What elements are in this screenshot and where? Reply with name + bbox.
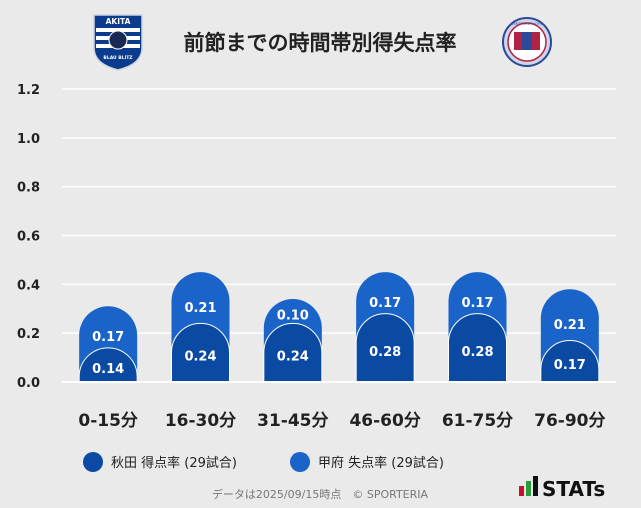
data-label-akita: 0.24 xyxy=(184,350,216,365)
bars: 0.17 0.14 0.21 0.24 0.10 0.24 0.17 0.28 0.17 0.28… xyxy=(62,272,616,383)
akita-logo-bottom-text: BLAU BLITZ xyxy=(103,55,133,61)
x-tick-label: 61-75分 xyxy=(442,411,513,431)
y-tick-label: 0.0 xyxy=(17,376,40,391)
data-label-akita: 0.14 xyxy=(92,362,124,377)
data-label-kofu: 0.21 xyxy=(184,301,216,316)
akita-logo: AKITA BLAU BLITZ xyxy=(93,14,143,71)
x-tick-label: 76-90分 xyxy=(534,411,605,431)
y-tick-label: 0.6 xyxy=(17,230,40,245)
data-label-kofu: 0.17 xyxy=(461,296,493,311)
stats-brand: STATs xyxy=(519,476,605,501)
data-label-akita: 0.28 xyxy=(461,345,493,360)
data-label-akita: 0.24 xyxy=(277,350,309,365)
legend-label-akita: 秋田 得点率 (29試合) xyxy=(111,455,237,471)
chart-title: 前節までの時間帯別得失点率 xyxy=(184,31,457,55)
grid xyxy=(62,88,616,383)
x-tick-label: 31-45分 xyxy=(257,411,328,431)
y-tick-label: 0.2 xyxy=(17,327,40,342)
x-tick-label: 16-30分 xyxy=(165,411,236,431)
legend-swatch-kofu xyxy=(290,452,310,472)
y-axis: 0.0 0.2 0.4 0.6 0.8 1.0 1.2 xyxy=(17,83,40,391)
akita-logo-top-text: AKITA xyxy=(106,17,131,26)
data-label-kofu: 0.17 xyxy=(369,296,401,311)
stats-logo-text: STATs xyxy=(542,477,605,501)
y-tick-label: 1.2 xyxy=(17,83,40,98)
data-label-kofu: 0.21 xyxy=(554,318,586,333)
stats-bar-icon xyxy=(533,476,538,496)
footer-note: データは2025/09/15時点 © SPORTERIA xyxy=(212,487,429,501)
x-axis: 0-15分 16-30分 31-45分 46-60分 61-75分 76-90分 xyxy=(78,411,605,431)
y-tick-label: 0.8 xyxy=(17,181,40,196)
legend-swatch-akita xyxy=(83,452,103,472)
bar-akita xyxy=(171,322,230,383)
data-label-akita: 0.17 xyxy=(554,358,586,373)
bar-akita xyxy=(355,313,415,383)
y-tick-label: 0.4 xyxy=(17,278,40,293)
legend: 秋田 得点率 (29試合) 甲府 失点率 (29試合) xyxy=(83,452,444,472)
x-tick-label: 0-15分 xyxy=(78,411,138,431)
stats-bar-icon xyxy=(526,481,531,496)
data-label-kofu: 0.10 xyxy=(277,308,309,323)
bar-akita xyxy=(78,347,138,383)
kofu-logo-text: VENTFORET KOFU xyxy=(511,22,543,26)
bar-akita xyxy=(263,322,323,383)
kofu-logo: VENTFORET KOFU xyxy=(502,17,552,67)
legend-label-kofu: 甲府 失点率 (29試合) xyxy=(318,455,444,471)
x-tick-label: 46-60分 xyxy=(349,411,420,431)
stats-bar-icon xyxy=(519,486,524,496)
bar-akita xyxy=(448,313,507,383)
data-label-akita: 0.28 xyxy=(369,345,401,360)
y-tick-label: 1.0 xyxy=(17,132,40,147)
bar-akita xyxy=(540,340,600,383)
data-label-kofu: 0.17 xyxy=(92,330,124,345)
